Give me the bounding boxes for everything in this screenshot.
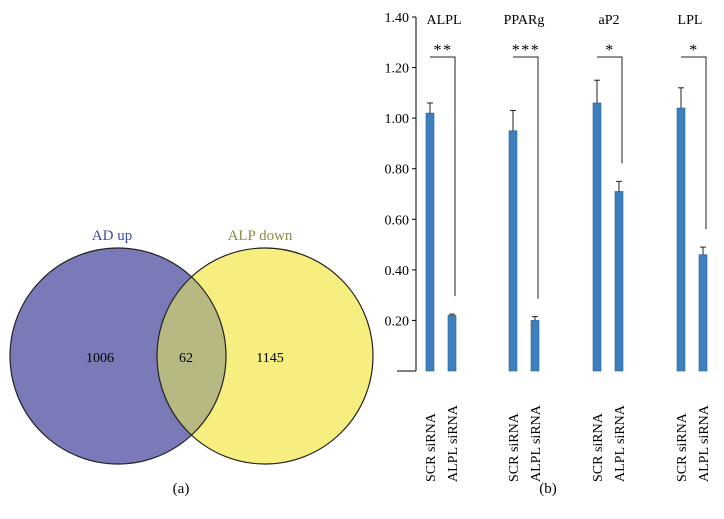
group-title-ap2: aP2	[599, 13, 620, 28]
venn-count-alp-down-only: 1145	[256, 351, 283, 366]
significance-bracket	[597, 56, 623, 164]
y-tick-label: 0.60	[385, 213, 410, 228]
x-tick-label: ALPL siRNA	[446, 404, 461, 482]
y-axis-ticks: 0.20 0.40 0.60 0.80 1.00 1.20 1.40	[385, 11, 416, 329]
x-tick-label: ALPL siRNA	[613, 404, 628, 482]
panel-label-b: (b)	[539, 481, 557, 497]
venn-count-intersection: 62	[179, 351, 193, 366]
significance-stars: *	[605, 42, 615, 59]
bar-ap2-scr	[592, 102, 602, 372]
y-tick-label: 0.80	[385, 163, 410, 178]
y-tick-label: 1.00	[385, 112, 410, 127]
venn-label-ad-up: AD up	[92, 228, 132, 244]
bar-lpl-scr	[676, 107, 686, 372]
venn-overlap-region	[157, 276, 226, 436]
bar-chart: 0.200.400.600.801.001.201.40 ** *** * * ALP…	[385, 11, 713, 497]
bar-alpl-scr	[425, 112, 435, 372]
x-tick-label: SCR siRNA	[507, 412, 522, 482]
venn-label-alp-down: ALP down	[228, 228, 293, 244]
x-tick-label: ALPL siRNA	[697, 404, 712, 482]
significance-bracket	[681, 56, 707, 230]
group-title-alpl: ALPL	[427, 13, 462, 28]
significance-bracket	[430, 56, 456, 297]
venn-circle-alp-down-outline	[156, 247, 374, 465]
venn-circle-ad-up-outline	[9, 247, 227, 465]
group-title-pparg: PPARg	[504, 13, 545, 28]
group-title-lpl: LPL	[678, 13, 703, 28]
bar-lpl-alpl	[698, 254, 708, 372]
x-tick-label: ALPL siRNA	[529, 404, 544, 482]
bar-alpl-alpl	[447, 315, 457, 372]
y-tick-label: 0.20	[385, 314, 410, 329]
significance-bracket	[513, 56, 539, 299]
y-tick-label: 1.40	[385, 11, 410, 26]
significance-stars: **	[434, 42, 453, 59]
x-tick-label: SCR siRNA	[675, 412, 690, 482]
venn-diagram: AD up ALP down 1006 62 1145 (a)	[9, 228, 374, 497]
x-axis-labels: SCR siRNA ALPL siRNA SCR siRNA ALPL siRNA SC…	[424, 404, 712, 482]
significance-annotations: ** *** * *	[430, 42, 707, 299]
venn-count-ad-up-only: 1006	[86, 351, 114, 366]
bar-ap2-alpl	[614, 191, 624, 372]
panel-label-a: (a)	[173, 481, 190, 497]
bars	[425, 79, 708, 372]
significance-stars: *	[689, 42, 699, 59]
group-titles: ALPL PPARg aP2 LPL	[427, 13, 703, 28]
y-tick-label: 0.40	[385, 264, 410, 279]
x-tick-label: SCR siRNA	[424, 412, 439, 482]
y-tick-label: 1.20	[385, 62, 410, 77]
x-tick-label: SCR siRNA	[591, 412, 606, 482]
significance-stars: ***	[512, 42, 541, 59]
bar-pparg-alpl	[530, 320, 540, 372]
bar-pparg-scr	[508, 130, 518, 372]
